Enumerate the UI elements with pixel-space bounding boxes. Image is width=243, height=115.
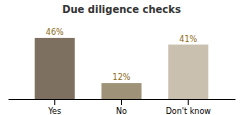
bar: [35, 38, 75, 99]
plot: 46% 12% 41% Yes No Don't know: [9, 28, 236, 115]
data-labels: 46% 12% 41%: [46, 28, 198, 82]
bar: [101, 83, 141, 99]
data-label: 41%: [179, 35, 197, 44]
tick: Yes: [47, 99, 61, 115]
x-axis: Yes No Don't know: [9, 99, 236, 115]
tick-label: Don't know: [166, 107, 212, 115]
bar: [168, 45, 208, 99]
tick-label: No: [116, 107, 127, 115]
tick: Don't know: [166, 99, 212, 115]
tick-mark: [121, 99, 122, 105]
data-label: 46%: [46, 28, 64, 37]
title: Due diligence checks: [62, 4, 181, 15]
tick-mark: [188, 99, 189, 105]
tick-mark: [54, 99, 55, 105]
data-label: 12%: [113, 73, 131, 82]
chart: Due diligence checks 46% 12% 41% Yes No Don't …: [0, 0, 243, 115]
tick-label: Yes: [47, 107, 61, 115]
bars: [35, 38, 209, 99]
tick: No: [116, 99, 127, 115]
